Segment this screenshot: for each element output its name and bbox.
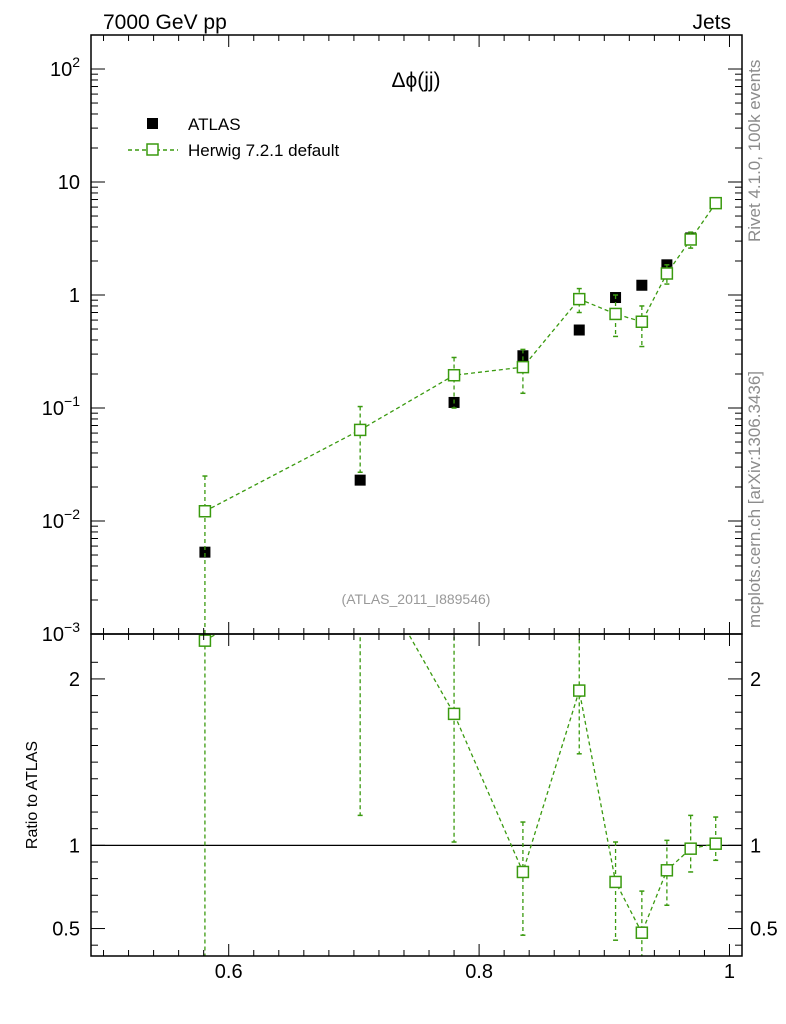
header-energy-label: 7000 GeV pp xyxy=(103,11,227,34)
ratio-data-point xyxy=(516,865,530,879)
atlas-data-point xyxy=(636,279,648,291)
y-tick-label-base: 10 xyxy=(42,398,64,420)
ratio-axis-title: Ratio to ATLAS xyxy=(24,741,41,849)
chart-title: Δϕ(jj) xyxy=(391,69,440,92)
ratio-y-tick-label-right: 0.5 xyxy=(750,919,778,941)
y-tick-label: 102 xyxy=(50,54,80,81)
ratio-data-point xyxy=(609,875,622,889)
legend-herwig-marker xyxy=(146,143,159,156)
ratio-data-point xyxy=(198,634,212,647)
y-tick-label-exp: 2 xyxy=(72,54,80,70)
x-tick-label: 1 xyxy=(724,961,735,983)
ratio-data-point xyxy=(660,864,674,877)
herwig-data-point xyxy=(198,504,212,518)
herwig-data-point xyxy=(516,360,530,374)
y-tick-label-exp: −2 xyxy=(64,506,80,522)
x-tick-label: 0.6 xyxy=(215,961,243,983)
herwig-data-point xyxy=(660,267,674,280)
ratio-axis-ticks: 0.6 0.8 1 0.5 0.5 1 1 2 2 xyxy=(52,634,778,983)
analysis-reference-label: (ATLAS_2011_I889546) xyxy=(342,591,491,607)
ratio-y-tick-label-right: 1 xyxy=(750,835,761,857)
legend-atlas-marker xyxy=(147,118,158,129)
header-process-label: Jets xyxy=(692,11,731,34)
y-tick-label-base: 10 xyxy=(42,511,64,533)
ratio-y-tick-label-left: 1 xyxy=(69,835,80,857)
herwig-data-point xyxy=(447,368,461,382)
y-tick-label-base: 10 xyxy=(58,172,80,194)
herwig-data-point xyxy=(635,315,649,328)
legend-atlas-label: ATLAS xyxy=(188,115,241,134)
ratio-y-tick-label-left: 0.5 xyxy=(52,919,80,941)
legend-herwig-label: Herwig 7.2.1 default xyxy=(188,141,339,160)
ratio-frame xyxy=(90,633,743,957)
y-tick-label: 1 xyxy=(69,285,80,307)
ratio-data-point xyxy=(573,684,586,697)
y-tick-label: 10 xyxy=(58,172,80,194)
ratio-panel: 0.6 0.8 1 0.5 0.5 1 1 2 2 Ratio to ATLAS xyxy=(24,544,778,983)
atlas-data-point xyxy=(517,350,529,362)
y-tick-label-base: 10 xyxy=(42,624,64,646)
ratio-data-point xyxy=(709,837,722,850)
herwig-data-point xyxy=(684,233,697,246)
y-tick-label-base: 1 xyxy=(69,285,80,307)
legend: ATLAS Herwig 7.2.1 default xyxy=(128,115,339,160)
rivet-version-label: Rivet 4.1.0, 100k events xyxy=(745,60,764,242)
ratio-data-point xyxy=(684,842,697,855)
atlas-data-point xyxy=(354,474,366,486)
y-tick-label: 10−3 xyxy=(42,619,80,646)
atlas-data-point xyxy=(573,324,585,336)
herwig-line xyxy=(204,202,717,512)
ratio-data-point xyxy=(447,707,461,721)
main-data-layer xyxy=(198,196,722,634)
y-tick-label-base: 10 xyxy=(50,59,72,81)
y-tick-label-exp: −3 xyxy=(64,619,80,635)
herwig-data-point xyxy=(353,423,367,437)
atlas-data-point xyxy=(199,546,211,558)
herwig-data-point xyxy=(573,292,586,306)
y-tick-label: 10−2 xyxy=(42,506,80,533)
ratio-line xyxy=(204,634,716,935)
ratio-data-layer xyxy=(91,544,742,956)
mcplots-source-label: mcplots.cern.ch [arXiv:1306.3436] xyxy=(745,371,764,628)
ratio-data-point xyxy=(355,544,366,555)
x-tick-label: 0.8 xyxy=(465,961,493,983)
ratio-y-tick-label-right: 2 xyxy=(750,669,761,691)
herwig-data-point xyxy=(609,307,622,321)
ratio-y-tick-label-left: 2 xyxy=(69,669,80,691)
ratio-data-point xyxy=(635,926,649,939)
y-tick-label-exp: −1 xyxy=(64,393,80,409)
herwig-data-point xyxy=(709,196,722,210)
y-tick-label: 10−1 xyxy=(42,393,80,420)
